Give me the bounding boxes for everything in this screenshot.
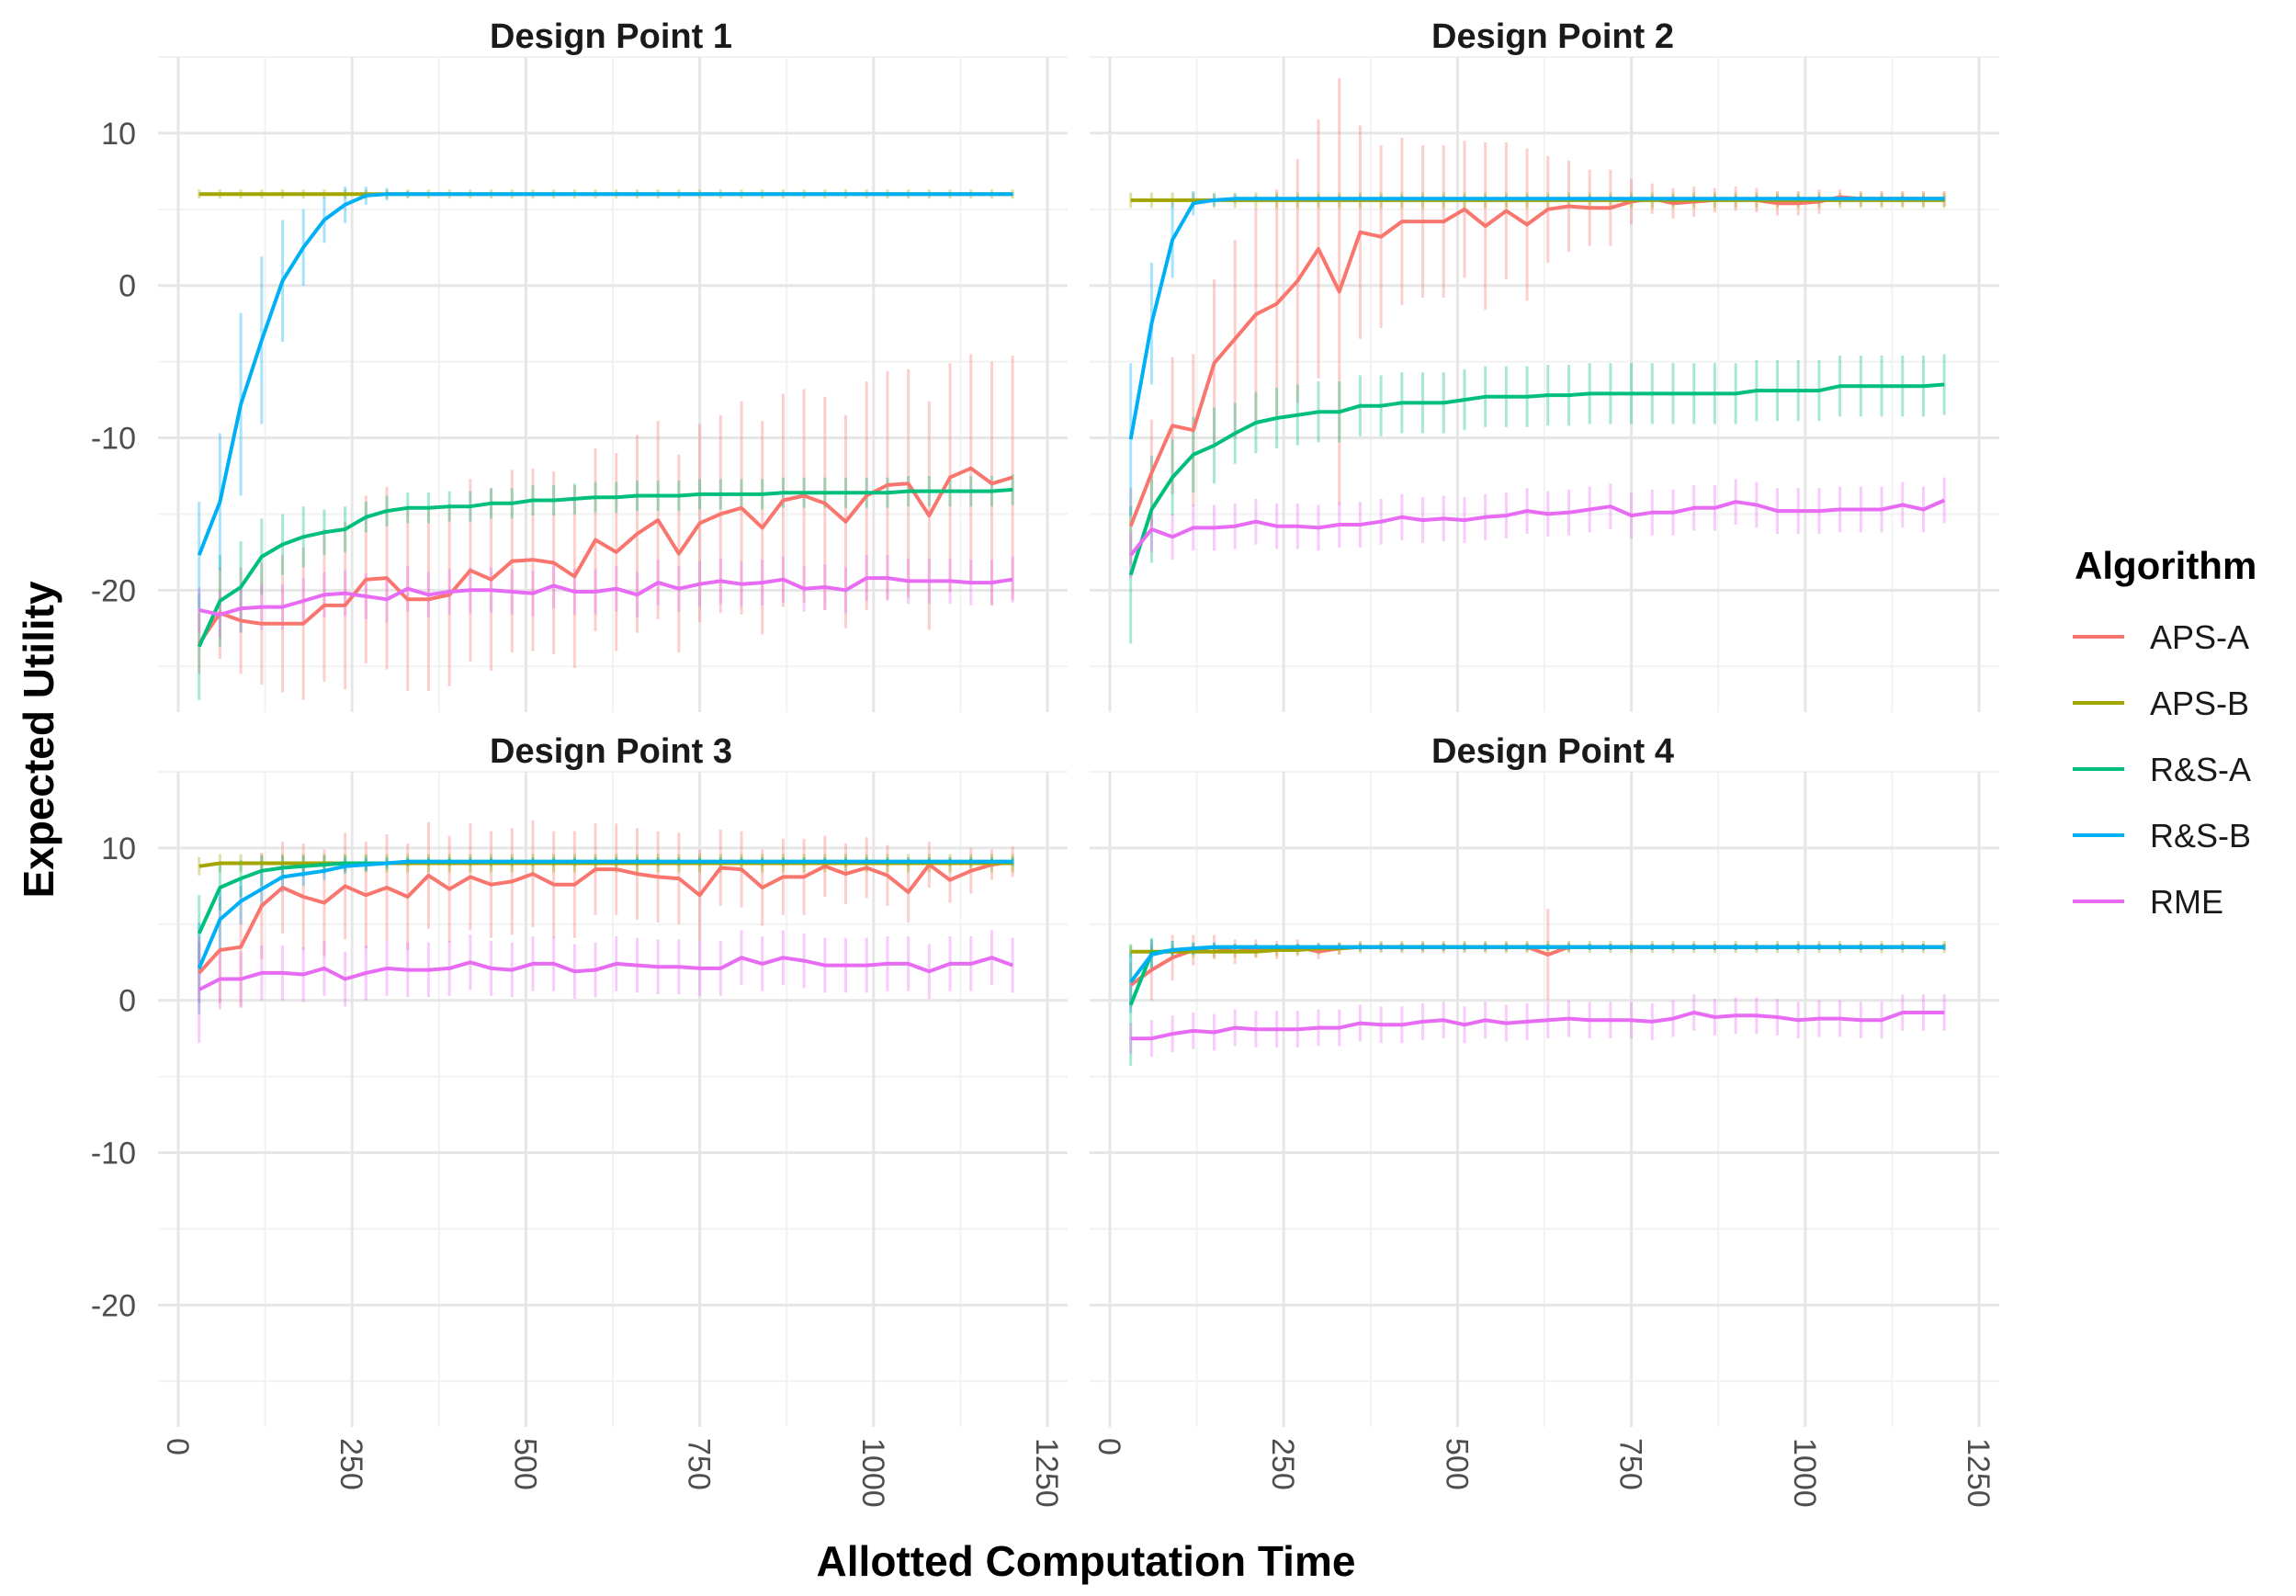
x-tick-label: 250 xyxy=(1265,1438,1300,1490)
panel-title: Design Point 3 xyxy=(490,732,732,771)
legend-items: APS-A APS-B R&S-A R&S-B RME xyxy=(2073,618,2251,921)
x-axis-ticks-left: 0 250 500 750 1000 1250 xyxy=(160,1438,1064,1508)
x-tick-label: 500 xyxy=(1439,1438,1474,1490)
x-tick-label: 500 xyxy=(507,1438,542,1490)
panel-design-point-2: Design Point 2 xyxy=(1090,17,1999,712)
x-axis-ticks-right: 0 250 500 750 1000 1250 xyxy=(1091,1438,1996,1508)
y-axis-ticks-top: 10 0 -10 -20 xyxy=(91,117,136,608)
y-tick-label: 10 xyxy=(101,117,136,152)
y-tick-label: -20 xyxy=(91,1288,136,1323)
series-line-rns-a xyxy=(197,487,1013,648)
panel-grid xyxy=(1090,56,1999,712)
y-tick-label: -10 xyxy=(91,422,136,457)
x-axis-title: Allotted Computation Time xyxy=(817,1537,1356,1585)
legend: Algorithm APS-A APS-B R&S-A R&S-B RME xyxy=(2073,544,2256,921)
panel-lines xyxy=(1128,195,1946,576)
panel-grid xyxy=(158,56,1068,712)
y-tick-label: 10 xyxy=(101,832,136,866)
series-line-rns-b xyxy=(197,192,1013,556)
panel-title: Design Point 1 xyxy=(490,17,732,56)
legend-label: RME xyxy=(2150,883,2223,921)
series-line-aps-a xyxy=(198,859,1013,975)
x-tick-label: 1250 xyxy=(1029,1438,1064,1508)
y-tick-label: -10 xyxy=(91,1137,136,1172)
panel-grid xyxy=(158,771,1068,1427)
series-line-aps-a xyxy=(1128,195,1945,527)
series-line-rns-b xyxy=(1129,945,1945,984)
x-tick-label: 0 xyxy=(160,1438,195,1455)
y-axis-title: Expected Utility xyxy=(15,581,62,899)
panel-title: Design Point 4 xyxy=(1431,732,1674,771)
y-tick-label: -20 xyxy=(91,573,136,608)
x-tick-label: 250 xyxy=(334,1438,368,1490)
series-line-rns-b xyxy=(197,859,1013,969)
legend-title: Algorithm xyxy=(2075,544,2256,587)
x-tick-label: 1000 xyxy=(855,1438,890,1508)
series-line-rme xyxy=(1129,498,1946,557)
panel-design-point-1: Design Point 1 xyxy=(158,17,1068,712)
x-tick-label: 0 xyxy=(1091,1438,1126,1455)
panel-design-point-4: Design Point 4 xyxy=(1090,732,1999,1427)
y-tick-label: 0 xyxy=(119,269,136,304)
panel-design-point-3: Design Point 3 xyxy=(158,732,1068,1427)
series-line-rme xyxy=(198,956,1013,991)
series-line-aps-a xyxy=(198,466,1013,645)
panel-title: Design Point 2 xyxy=(1431,17,1674,56)
x-tick-label: 1250 xyxy=(1961,1438,1996,1508)
series-line-rme xyxy=(1130,1011,1945,1041)
x-tick-label: 750 xyxy=(1613,1438,1648,1490)
legend-label: APS-B xyxy=(2150,685,2249,722)
legend-label: APS-A xyxy=(2150,618,2249,656)
series-line-rns-b xyxy=(1128,197,1945,440)
x-tick-label: 750 xyxy=(682,1438,717,1490)
panel-grid xyxy=(1090,771,1999,1427)
legend-label: R&S-A xyxy=(2150,751,2251,788)
series-line-rns-a xyxy=(1128,382,1945,576)
panel-lines xyxy=(197,859,1013,991)
x-tick-label: 1000 xyxy=(1787,1438,1822,1508)
y-axis-ticks-bottom: 10 0 -10 -20 xyxy=(91,832,136,1323)
series-line-rme xyxy=(198,576,1013,617)
y-tick-label: 0 xyxy=(119,984,136,1019)
panel-lines xyxy=(197,192,1013,648)
panel-lines xyxy=(1128,945,1945,1041)
legend-label: R&S-B xyxy=(2150,817,2251,855)
